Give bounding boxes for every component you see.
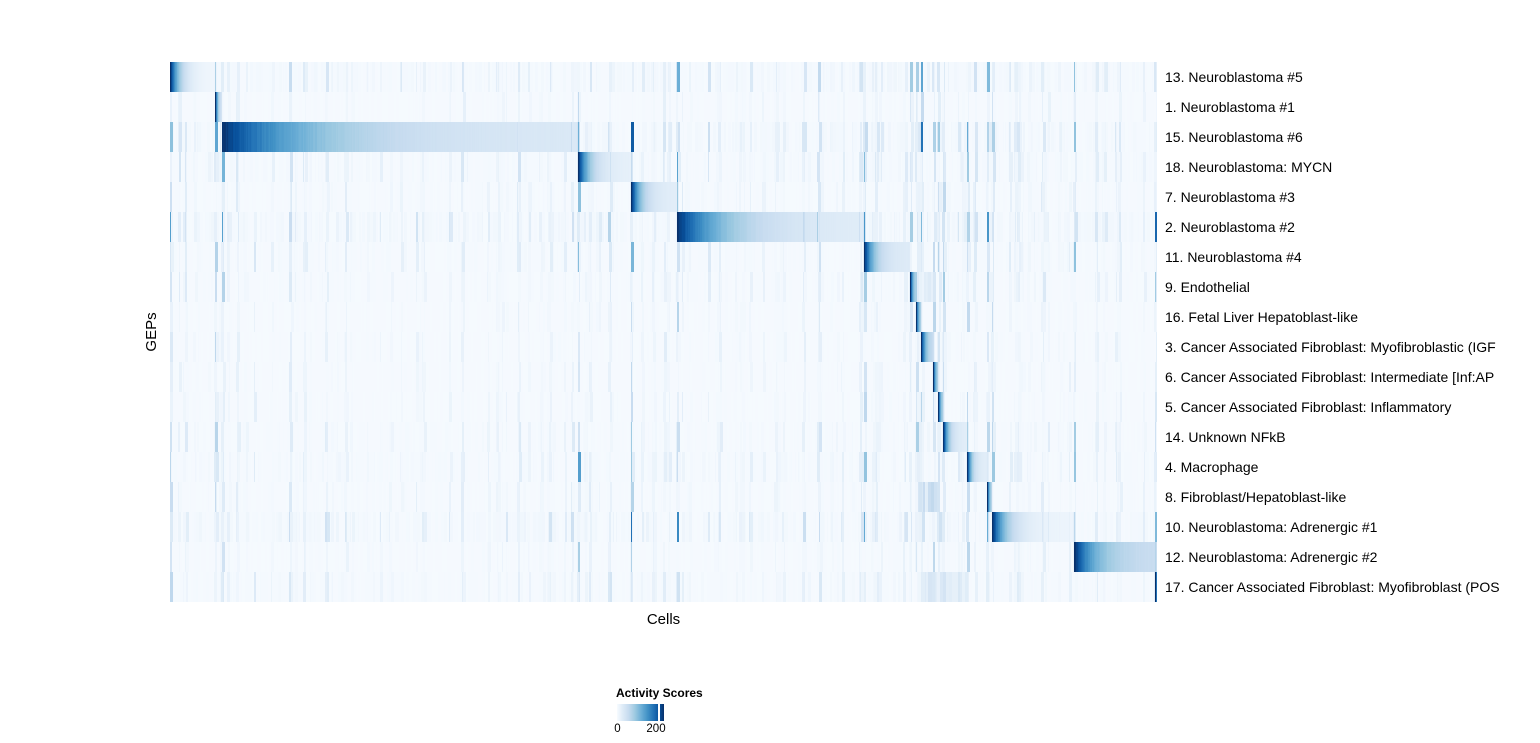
row-label: 15. Neuroblastoma #6 (1165, 129, 1303, 145)
row-label: 6. Cancer Associated Fibroblast: Interme… (1165, 369, 1495, 385)
row-label: 12. Neuroblastoma: Adrenergic #2 (1165, 549, 1378, 565)
legend-title: Activity Scores (616, 686, 703, 700)
row-label: 18. Neuroblastoma: MYCN (1165, 159, 1333, 175)
row-label: 7. Neuroblastoma #3 (1165, 189, 1295, 205)
row-label: 10. Neuroblastoma: Adrenergic #1 (1165, 519, 1378, 535)
row-label: 3. Cancer Associated Fibroblast: Myofibr… (1165, 339, 1496, 355)
row-label: 4. Macrophage (1165, 459, 1259, 475)
y-axis-label: GEPs (143, 312, 160, 352)
row-label: 1. Neuroblastoma #1 (1165, 99, 1295, 115)
row-label: 14. Unknown NFkB (1165, 429, 1286, 445)
row-label: 8. Fibroblast/Hepatoblast-like (1165, 489, 1347, 505)
x-axis-label: Cells (646, 611, 681, 628)
legend-tick-label-max: 200 (646, 723, 666, 735)
legend-tick-mark (658, 704, 660, 721)
row-labels: 13. Neuroblastoma #5 1. Neuroblastoma #1 1… (1165, 62, 1540, 602)
legend-colorbar (617, 704, 664, 721)
row-label: 13. Neuroblastoma #5 (1165, 69, 1303, 85)
legend-tick-label-min: 0 (614, 723, 621, 735)
row-label: 11. Neuroblastoma #4 (1165, 249, 1302, 265)
row-label: 17. Cancer Associated Fibroblast: Myofib… (1165, 579, 1500, 595)
row-label: 16. Fetal Liver Hepatoblast-like (1165, 309, 1358, 325)
row-label: 2. Neuroblastoma #2 (1165, 219, 1295, 235)
row-label: 9. Endothelial (1165, 279, 1250, 295)
row-label: 5. Cancer Associated Fibroblast: Inflamm… (1165, 399, 1452, 415)
heatmap-canvas (170, 62, 1157, 602)
